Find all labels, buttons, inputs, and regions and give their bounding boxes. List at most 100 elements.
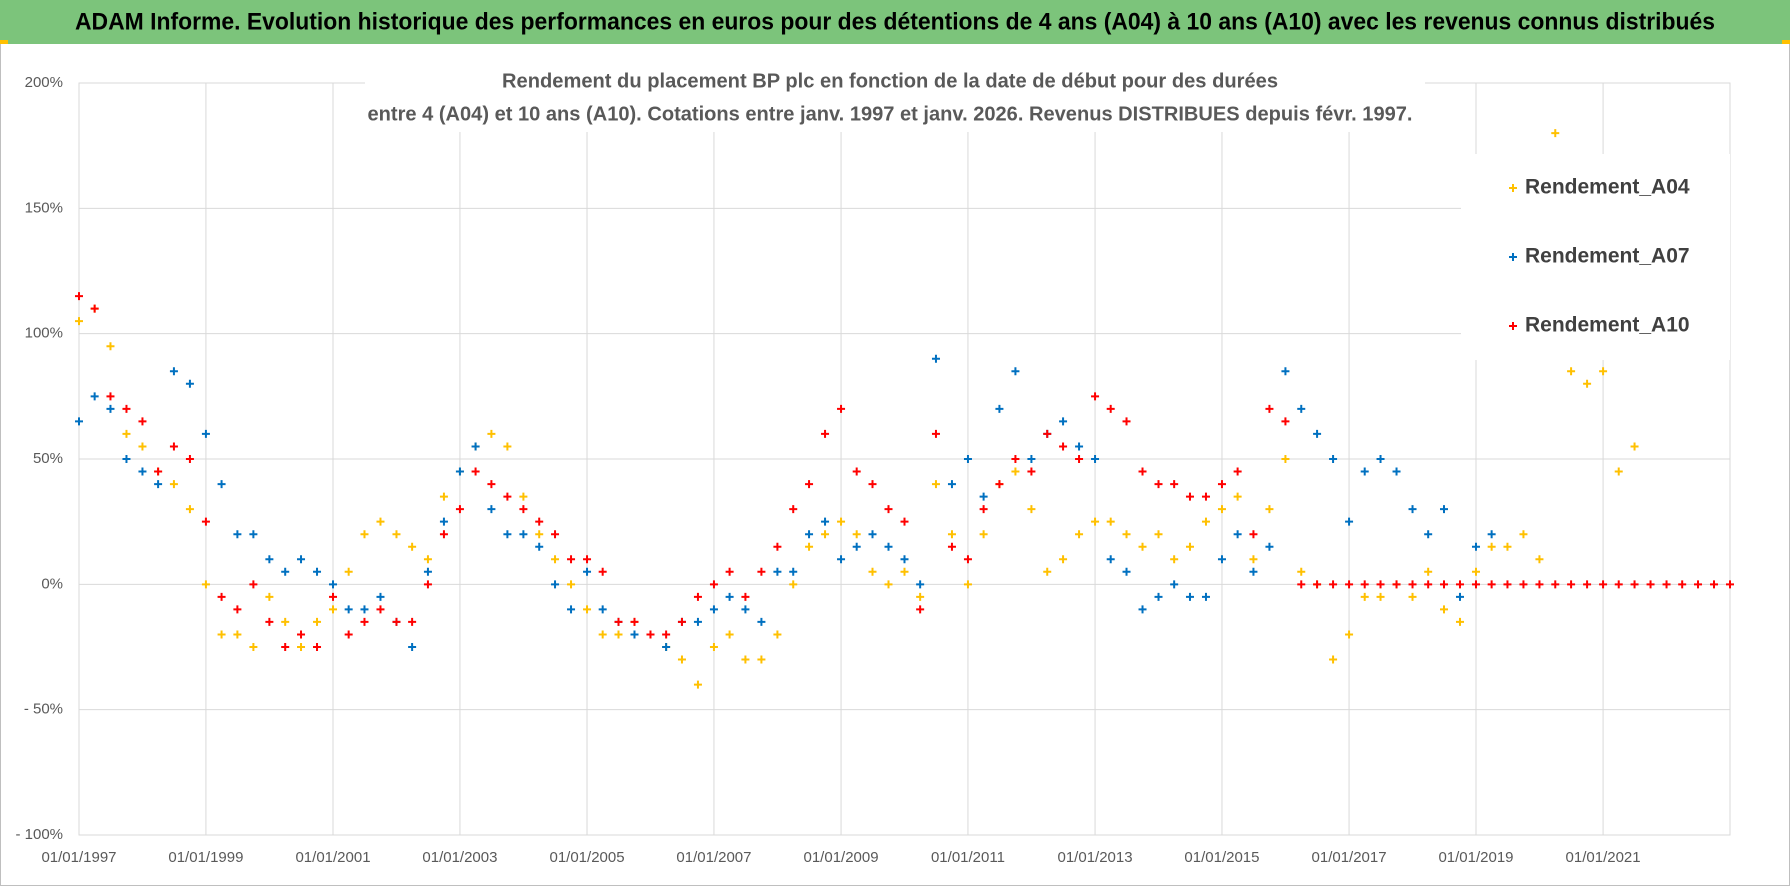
point (360, 617, 369, 626)
y-tick-label: 100% (25, 325, 63, 342)
point (1630, 580, 1639, 589)
point (360, 605, 369, 614)
point (519, 530, 528, 539)
point (757, 655, 766, 664)
point (423, 567, 432, 576)
point (1249, 555, 1258, 564)
point (503, 492, 512, 501)
point (1345, 580, 1354, 589)
point (281, 567, 290, 576)
point (1471, 567, 1480, 576)
point (1424, 580, 1433, 589)
point (725, 592, 734, 601)
point (1614, 467, 1623, 476)
point (677, 617, 686, 626)
point (1217, 505, 1226, 514)
x-tick-label: 01/01/2019 (1438, 849, 1513, 866)
point (1471, 542, 1480, 551)
point (90, 304, 99, 313)
point (1217, 555, 1226, 564)
point (630, 617, 639, 626)
point (821, 530, 830, 539)
point (360, 530, 369, 539)
point (1392, 467, 1401, 476)
point (821, 517, 830, 526)
point (1233, 467, 1242, 476)
point (598, 605, 607, 614)
point (75, 417, 83, 426)
y-tick-label: - 100% (15, 826, 63, 843)
legend-label: Rendement_A10 (1525, 314, 1690, 337)
point (963, 555, 972, 564)
point (947, 480, 956, 489)
point (329, 580, 338, 589)
point (900, 567, 909, 576)
point (1122, 417, 1131, 426)
point (1551, 129, 1560, 138)
point (1535, 555, 1544, 564)
point (963, 580, 972, 589)
point (1329, 580, 1338, 589)
point (725, 567, 734, 576)
point (249, 580, 258, 589)
x-tick-label: 01/01/2017 (1312, 849, 1387, 866)
point (281, 643, 290, 651)
grid: - 100% - 50% 0% 50% 100% 150% 200% 01/01/1997 01… (15, 74, 1731, 866)
point (598, 567, 607, 576)
point (519, 505, 528, 514)
point (900, 555, 909, 564)
point (1408, 592, 1417, 601)
point (154, 467, 163, 476)
point (852, 467, 861, 476)
point (614, 617, 623, 626)
point (1075, 455, 1084, 463)
point (567, 605, 576, 614)
point (1059, 417, 1068, 426)
point (201, 517, 210, 526)
point (979, 492, 988, 501)
point (805, 480, 814, 489)
point (1281, 417, 1290, 426)
point (693, 592, 702, 601)
point (1360, 467, 1369, 476)
point (122, 429, 131, 438)
point (1059, 442, 1068, 451)
point (1487, 542, 1496, 551)
point (1519, 530, 1528, 539)
point (90, 392, 99, 401)
point (1154, 592, 1163, 601)
point (1455, 592, 1464, 601)
point (138, 467, 147, 476)
point (995, 404, 1004, 413)
point (931, 429, 940, 438)
x-tick-label: 01/01/2015 (1184, 849, 1259, 866)
point (947, 542, 956, 551)
point (1091, 455, 1100, 463)
point (408, 542, 417, 551)
point (567, 580, 576, 589)
x-tick-label: 01/01/2005 (549, 849, 624, 866)
point (1614, 580, 1623, 589)
point (1440, 580, 1448, 589)
point (1678, 580, 1687, 589)
point (837, 517, 846, 526)
point (122, 455, 131, 463)
point (1106, 517, 1115, 526)
point (1455, 580, 1464, 589)
point (1201, 517, 1210, 526)
point (1360, 592, 1369, 601)
point (1503, 542, 1512, 551)
x-tick-label: 01/01/1999 (168, 849, 243, 866)
point (1519, 580, 1528, 589)
point (169, 367, 178, 376)
point (931, 354, 940, 363)
point (551, 580, 560, 589)
point (1011, 467, 1020, 476)
point (1455, 617, 1464, 626)
point (217, 630, 226, 639)
point (138, 442, 147, 451)
x-tick-label: 01/01/2013 (1058, 849, 1133, 866)
point (1170, 480, 1179, 489)
point (1027, 505, 1036, 514)
